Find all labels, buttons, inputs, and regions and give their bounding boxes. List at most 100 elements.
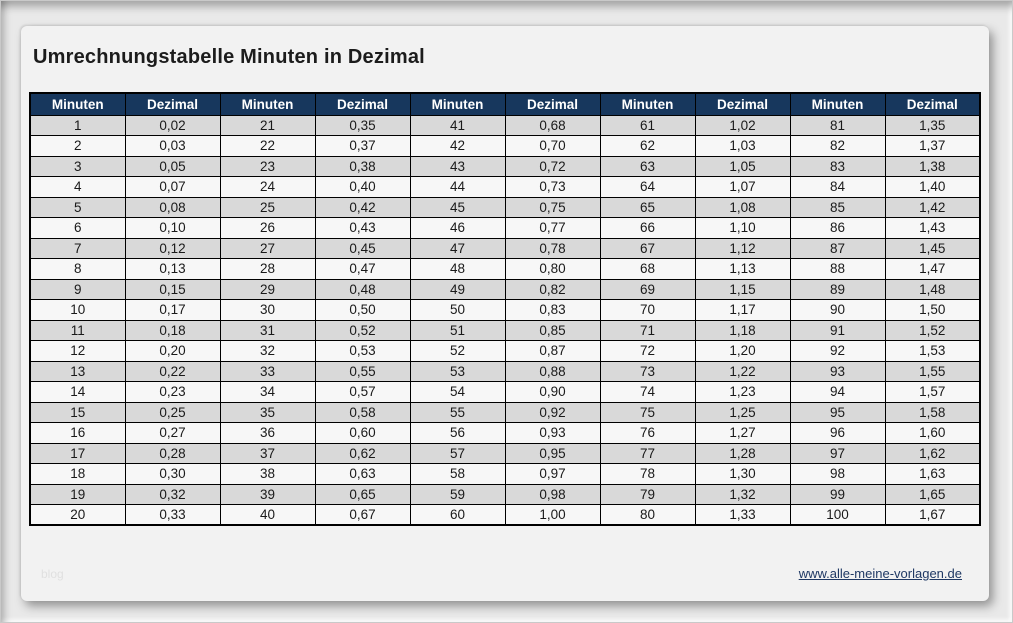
conversion-table: Minuten Dezimal Minuten Dezimal Minuten Dezim… <box>29 92 981 526</box>
minutes-cell: 24 <box>219 176 316 198</box>
minutes-cell: 20 <box>29 504 126 526</box>
minutes-cell: 35 <box>219 401 316 423</box>
minutes-cell: 89 <box>789 278 886 300</box>
decimal-cell: 1,32 <box>694 483 791 505</box>
minutes-cell: 42 <box>409 135 506 157</box>
decimal-cell: 0,13 <box>124 258 221 280</box>
column-header: Dezimal <box>884 92 981 116</box>
minutes-cell: 74 <box>599 381 696 403</box>
minutes-cell: 38 <box>219 463 316 485</box>
minutes-cell: 97 <box>789 442 886 464</box>
decimal-cell: 0,83 <box>504 299 601 321</box>
decimal-cell: 1,57 <box>884 381 981 403</box>
website-link[interactable]: www.alle-meine-vorlagen.de <box>798 566 962 581</box>
minutes-cell: 33 <box>219 360 316 382</box>
minutes-cell: 100 <box>789 504 886 526</box>
decimal-cell: 0,12 <box>124 237 221 259</box>
minutes-cell: 81 <box>789 114 886 136</box>
decimal-cell: 0,70 <box>504 135 601 157</box>
minutes-cell: 95 <box>789 401 886 423</box>
decimal-cell: 0,60 <box>314 422 411 444</box>
column-header: Minuten <box>29 92 126 116</box>
decimal-cell: 1,52 <box>884 319 981 341</box>
minutes-cell: 44 <box>409 176 506 198</box>
table-row: 10 0,17 30 0,50 50 0,83 70 1,17 90 1,50 <box>29 299 981 321</box>
minutes-cell: 73 <box>599 360 696 382</box>
decimal-cell: 1,45 <box>884 237 981 259</box>
decimal-cell: 0,98 <box>504 483 601 505</box>
table-row: 8 0,13 28 0,47 48 0,80 68 1,13 88 1,47 <box>29 258 981 280</box>
decimal-cell: 1,53 <box>884 340 981 362</box>
column-header: Dezimal <box>694 92 791 116</box>
decimal-cell: 0,38 <box>314 155 411 177</box>
decimal-cell: 0,88 <box>504 360 601 382</box>
minutes-cell: 43 <box>409 155 506 177</box>
decimal-cell: 0,07 <box>124 176 221 198</box>
decimal-cell: 0,48 <box>314 278 411 300</box>
minutes-cell: 88 <box>789 258 886 280</box>
decimal-cell: 1,12 <box>694 237 791 259</box>
minutes-cell: 21 <box>219 114 316 136</box>
minutes-cell: 63 <box>599 155 696 177</box>
table-row: 20 0,33 40 0,67 60 1,00 80 1,33 100 1,67 <box>29 504 981 526</box>
page-title: Umrechnungstabelle Minuten in Dezimal <box>33 46 425 68</box>
minutes-cell: 18 <box>29 463 126 485</box>
minutes-cell: 79 <box>599 483 696 505</box>
minutes-cell: 64 <box>599 176 696 198</box>
minutes-cell: 36 <box>219 422 316 444</box>
decimal-cell: 1,50 <box>884 299 981 321</box>
column-header: Dezimal <box>504 92 601 116</box>
minutes-cell: 28 <box>219 258 316 280</box>
decimal-cell: 1,40 <box>884 176 981 198</box>
decimal-cell: 1,27 <box>694 422 791 444</box>
decimal-cell: 0,40 <box>314 176 411 198</box>
column-header: Minuten <box>219 92 316 116</box>
decimal-cell: 0,05 <box>124 155 221 177</box>
minutes-cell: 54 <box>409 381 506 403</box>
decimal-cell: 1,62 <box>884 442 981 464</box>
decimal-cell: 0,18 <box>124 319 221 341</box>
minutes-cell: 62 <box>599 135 696 157</box>
decimal-cell: 0,28 <box>124 442 221 464</box>
minutes-cell: 77 <box>599 442 696 464</box>
decimal-cell: 1,42 <box>884 196 981 218</box>
minutes-cell: 69 <box>599 278 696 300</box>
minutes-cell: 55 <box>409 401 506 423</box>
minutes-cell: 99 <box>789 483 886 505</box>
column-header: Minuten <box>599 92 696 116</box>
decimal-cell: 1,20 <box>694 340 791 362</box>
decimal-cell: 0,67 <box>314 504 411 526</box>
decimal-cell: 0,78 <box>504 237 601 259</box>
table-row: 5 0,08 25 0,42 45 0,75 65 1,08 85 1,42 <box>29 196 981 218</box>
decimal-cell: 0,73 <box>504 176 601 198</box>
minutes-cell: 30 <box>219 299 316 321</box>
minutes-cell: 53 <box>409 360 506 382</box>
decimal-cell: 1,38 <box>884 155 981 177</box>
minutes-cell: 68 <box>599 258 696 280</box>
decimal-cell: 0,53 <box>314 340 411 362</box>
decimal-cell: 0,77 <box>504 217 601 239</box>
decimal-cell: 0,10 <box>124 217 221 239</box>
minutes-cell: 23 <box>219 155 316 177</box>
decimal-cell: 0,50 <box>314 299 411 321</box>
decimal-cell: 1,05 <box>694 155 791 177</box>
decimal-cell: 0,35 <box>314 114 411 136</box>
minutes-cell: 1 <box>29 114 126 136</box>
decimal-cell: 0,17 <box>124 299 221 321</box>
decimal-cell: 0,62 <box>314 442 411 464</box>
decimal-cell: 0,33 <box>124 504 221 526</box>
decimal-cell: 0,30 <box>124 463 221 485</box>
minutes-cell: 41 <box>409 114 506 136</box>
table-row: 2 0,03 22 0,37 42 0,70 62 1,03 82 1,37 <box>29 135 981 157</box>
decimal-cell: 1,23 <box>694 381 791 403</box>
minutes-cell: 80 <box>599 504 696 526</box>
minutes-cell: 9 <box>29 278 126 300</box>
minutes-cell: 98 <box>789 463 886 485</box>
minutes-cell: 3 <box>29 155 126 177</box>
decimal-cell: 0,55 <box>314 360 411 382</box>
minutes-cell: 22 <box>219 135 316 157</box>
minutes-cell: 13 <box>29 360 126 382</box>
table-row: 17 0,28 37 0,62 57 0,95 77 1,28 97 1,62 <box>29 442 981 464</box>
decimal-cell: 0,87 <box>504 340 601 362</box>
decimal-cell: 0,85 <box>504 319 601 341</box>
